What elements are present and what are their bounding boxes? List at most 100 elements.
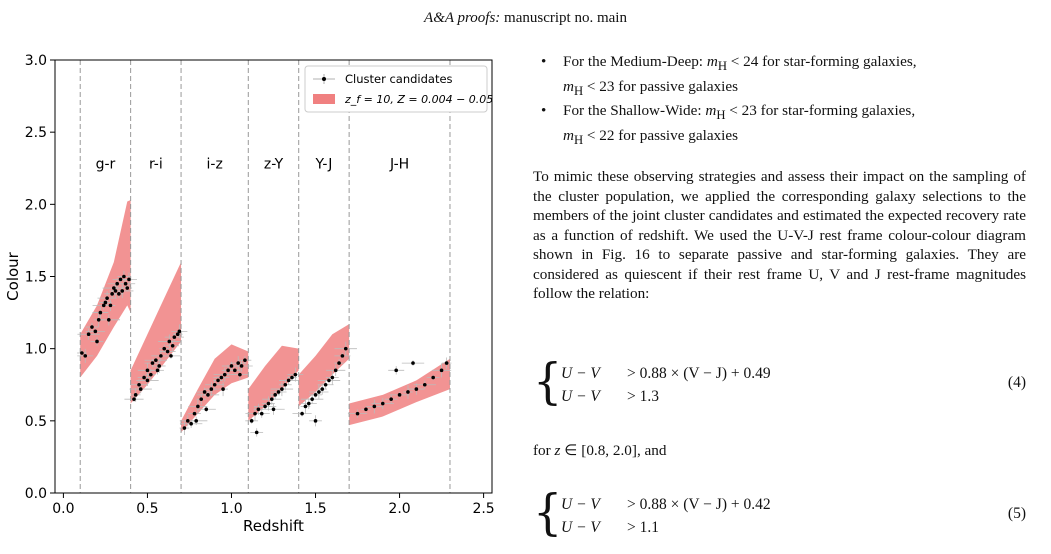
data-point xyxy=(283,382,288,387)
data-point xyxy=(271,407,276,412)
x-tick-label: 1.5 xyxy=(304,501,326,517)
data-point xyxy=(333,368,338,373)
data-point xyxy=(189,421,193,426)
bullet-item: For the Medium-Deep: mH < 24 for star-fo… xyxy=(541,52,1026,101)
x-tick-label: 0.5 xyxy=(136,501,158,517)
data-point xyxy=(120,289,125,293)
data-point xyxy=(293,372,298,377)
data-point xyxy=(406,390,410,394)
journal-name: A&A proofs: xyxy=(424,10,501,26)
condition-text: for z ∈ [0.8, 2.0], and xyxy=(533,442,667,459)
legend-marker-region xyxy=(313,94,335,104)
data-point xyxy=(323,382,328,387)
x-tick-label: 2.0 xyxy=(388,501,410,517)
data-point xyxy=(226,368,230,373)
data-point xyxy=(239,364,244,368)
data-point xyxy=(162,346,167,351)
data-point xyxy=(112,286,116,290)
model-region-1 xyxy=(130,262,182,404)
data-point xyxy=(320,387,325,391)
data-point xyxy=(95,339,99,344)
data-point xyxy=(194,419,198,423)
data-point xyxy=(192,411,197,416)
y-tick-label: 3.0 xyxy=(25,53,47,69)
text-column: For the Medium-Deep: mH < 24 for star-fo… xyxy=(533,52,1026,304)
data-point xyxy=(253,411,257,416)
data-point xyxy=(118,277,123,282)
band-label: J-H xyxy=(389,156,409,172)
data-point xyxy=(422,382,427,387)
figure: g-r r-i i-z z-Y Y-J J-H 0.0 0.5 1.0 1.5 2.0 2.5 0.0 0… xyxy=(0,40,510,554)
data-point xyxy=(364,407,368,412)
band-label: i-z xyxy=(207,156,223,172)
band-label: r-i xyxy=(149,156,163,172)
data-point xyxy=(113,289,118,293)
data-point xyxy=(202,390,207,394)
data-point xyxy=(90,325,94,329)
data-point xyxy=(286,378,291,383)
data-point xyxy=(123,281,128,286)
data-point xyxy=(266,401,271,406)
x-tick-label: 0.0 xyxy=(52,501,74,517)
data-point xyxy=(317,390,321,394)
data-point xyxy=(185,419,190,423)
data-point xyxy=(106,318,111,322)
colour-redshift-chart: g-r r-i i-z z-Y Y-J J-H 0.0 0.5 1.0 1.5 2.0 2.5 0.0 0… xyxy=(4,53,495,535)
data-point xyxy=(372,404,377,409)
bullet-item: For the Shallow-Wide: mH < 23 for star-f… xyxy=(541,101,1026,150)
data-point xyxy=(138,387,143,391)
data-point xyxy=(431,375,435,380)
data-point xyxy=(145,368,150,373)
data-point xyxy=(439,368,444,373)
data-point xyxy=(222,372,227,377)
data-point xyxy=(313,419,318,423)
data-point xyxy=(411,361,415,365)
data-point xyxy=(117,292,121,296)
data-point xyxy=(256,407,261,412)
data-point xyxy=(397,393,402,397)
band-label: z-Y xyxy=(264,156,284,172)
data-point xyxy=(355,411,360,416)
x-tick-label: 2.5 xyxy=(472,501,494,517)
data-point xyxy=(254,430,259,435)
data-point xyxy=(263,404,267,409)
data-point xyxy=(290,375,294,380)
model-region-3 xyxy=(248,345,299,421)
data-point xyxy=(150,361,155,365)
data-point xyxy=(175,332,180,337)
y-tick-label: 2.5 xyxy=(25,125,47,141)
data-point xyxy=(145,378,150,383)
bullet-list: For the Medium-Deep: mH < 24 for star-fo… xyxy=(533,52,1026,150)
data-point xyxy=(233,368,237,373)
data-point xyxy=(132,397,136,401)
data-point xyxy=(159,354,163,358)
data-point xyxy=(270,397,274,401)
data-point xyxy=(86,332,91,337)
data-point xyxy=(219,375,224,380)
data-point xyxy=(204,407,209,412)
data-point xyxy=(105,296,109,300)
data-point xyxy=(340,354,345,358)
data-point xyxy=(170,343,175,348)
data-point xyxy=(155,368,160,373)
data-point xyxy=(137,382,141,387)
data-point xyxy=(300,411,304,416)
data-point xyxy=(98,310,103,315)
y-tick-label: 0.0 xyxy=(25,486,47,502)
data-point xyxy=(115,281,119,286)
data-point xyxy=(280,387,284,391)
data-point xyxy=(343,346,348,351)
data-point xyxy=(313,393,318,397)
data-point xyxy=(236,361,241,365)
data-point xyxy=(103,300,108,305)
x-axis-label: Redshift xyxy=(243,517,304,535)
data-point xyxy=(310,397,314,401)
data-point xyxy=(157,364,162,368)
data-point xyxy=(394,368,398,373)
data-point xyxy=(182,426,187,430)
y-tick-label: 2.0 xyxy=(25,197,47,213)
data-point xyxy=(108,303,113,308)
body-paragraph: To mimic these observing strategies and … xyxy=(533,168,1026,303)
model-region-5 xyxy=(349,358,450,426)
data-point xyxy=(306,401,311,406)
